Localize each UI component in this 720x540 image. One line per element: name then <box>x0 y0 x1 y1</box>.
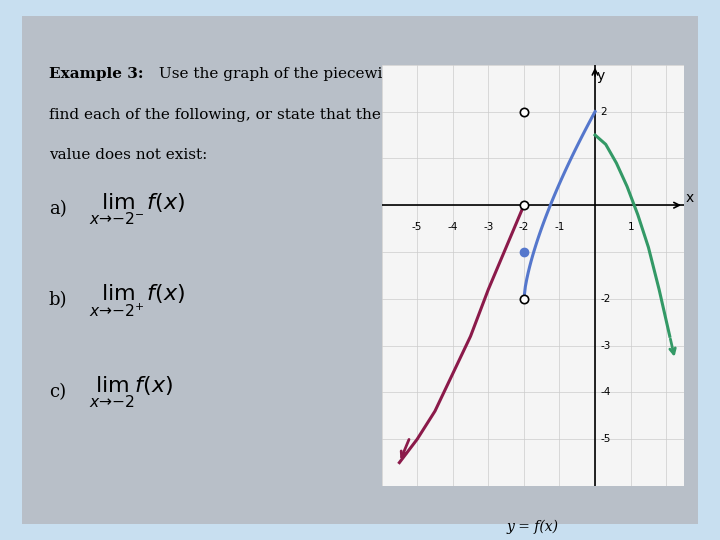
Text: find each of the following, or state that the limit or function: find each of the following, or state tha… <box>49 107 510 122</box>
Text: -2: -2 <box>600 294 611 304</box>
Text: -4: -4 <box>600 387 611 397</box>
Text: $\lim_{x\to -2^+} f(x)$: $\lim_{x\to -2^+} f(x)$ <box>89 282 186 319</box>
Text: -5: -5 <box>600 434 611 444</box>
FancyBboxPatch shape <box>15 11 705 529</box>
Text: y = f(x): y = f(x) <box>507 519 559 534</box>
Text: -2: -2 <box>518 221 529 232</box>
Text: c): c) <box>49 383 66 401</box>
Text: Example 3:: Example 3: <box>49 67 143 81</box>
Text: x: x <box>685 191 694 205</box>
Text: y: y <box>596 70 605 84</box>
Text: -4: -4 <box>448 221 458 232</box>
Text: -1: -1 <box>554 221 564 232</box>
Text: -5: -5 <box>412 221 423 232</box>
Text: Use the graph of the piecewise function below to: Use the graph of the piecewise function … <box>153 67 539 81</box>
Text: value does not exist:: value does not exist: <box>49 148 207 162</box>
Text: -3: -3 <box>483 221 493 232</box>
Text: $\lim_{x\to -2^-} f(x)$: $\lim_{x\to -2^-} f(x)$ <box>89 191 186 227</box>
Text: a): a) <box>49 200 66 218</box>
Text: -3: -3 <box>600 341 611 350</box>
Text: 1: 1 <box>627 221 634 232</box>
Text: $\lim_{x\to -2} f(x)$: $\lim_{x\to -2} f(x)$ <box>89 374 174 409</box>
Text: 2: 2 <box>600 106 607 117</box>
Text: b): b) <box>49 292 67 309</box>
